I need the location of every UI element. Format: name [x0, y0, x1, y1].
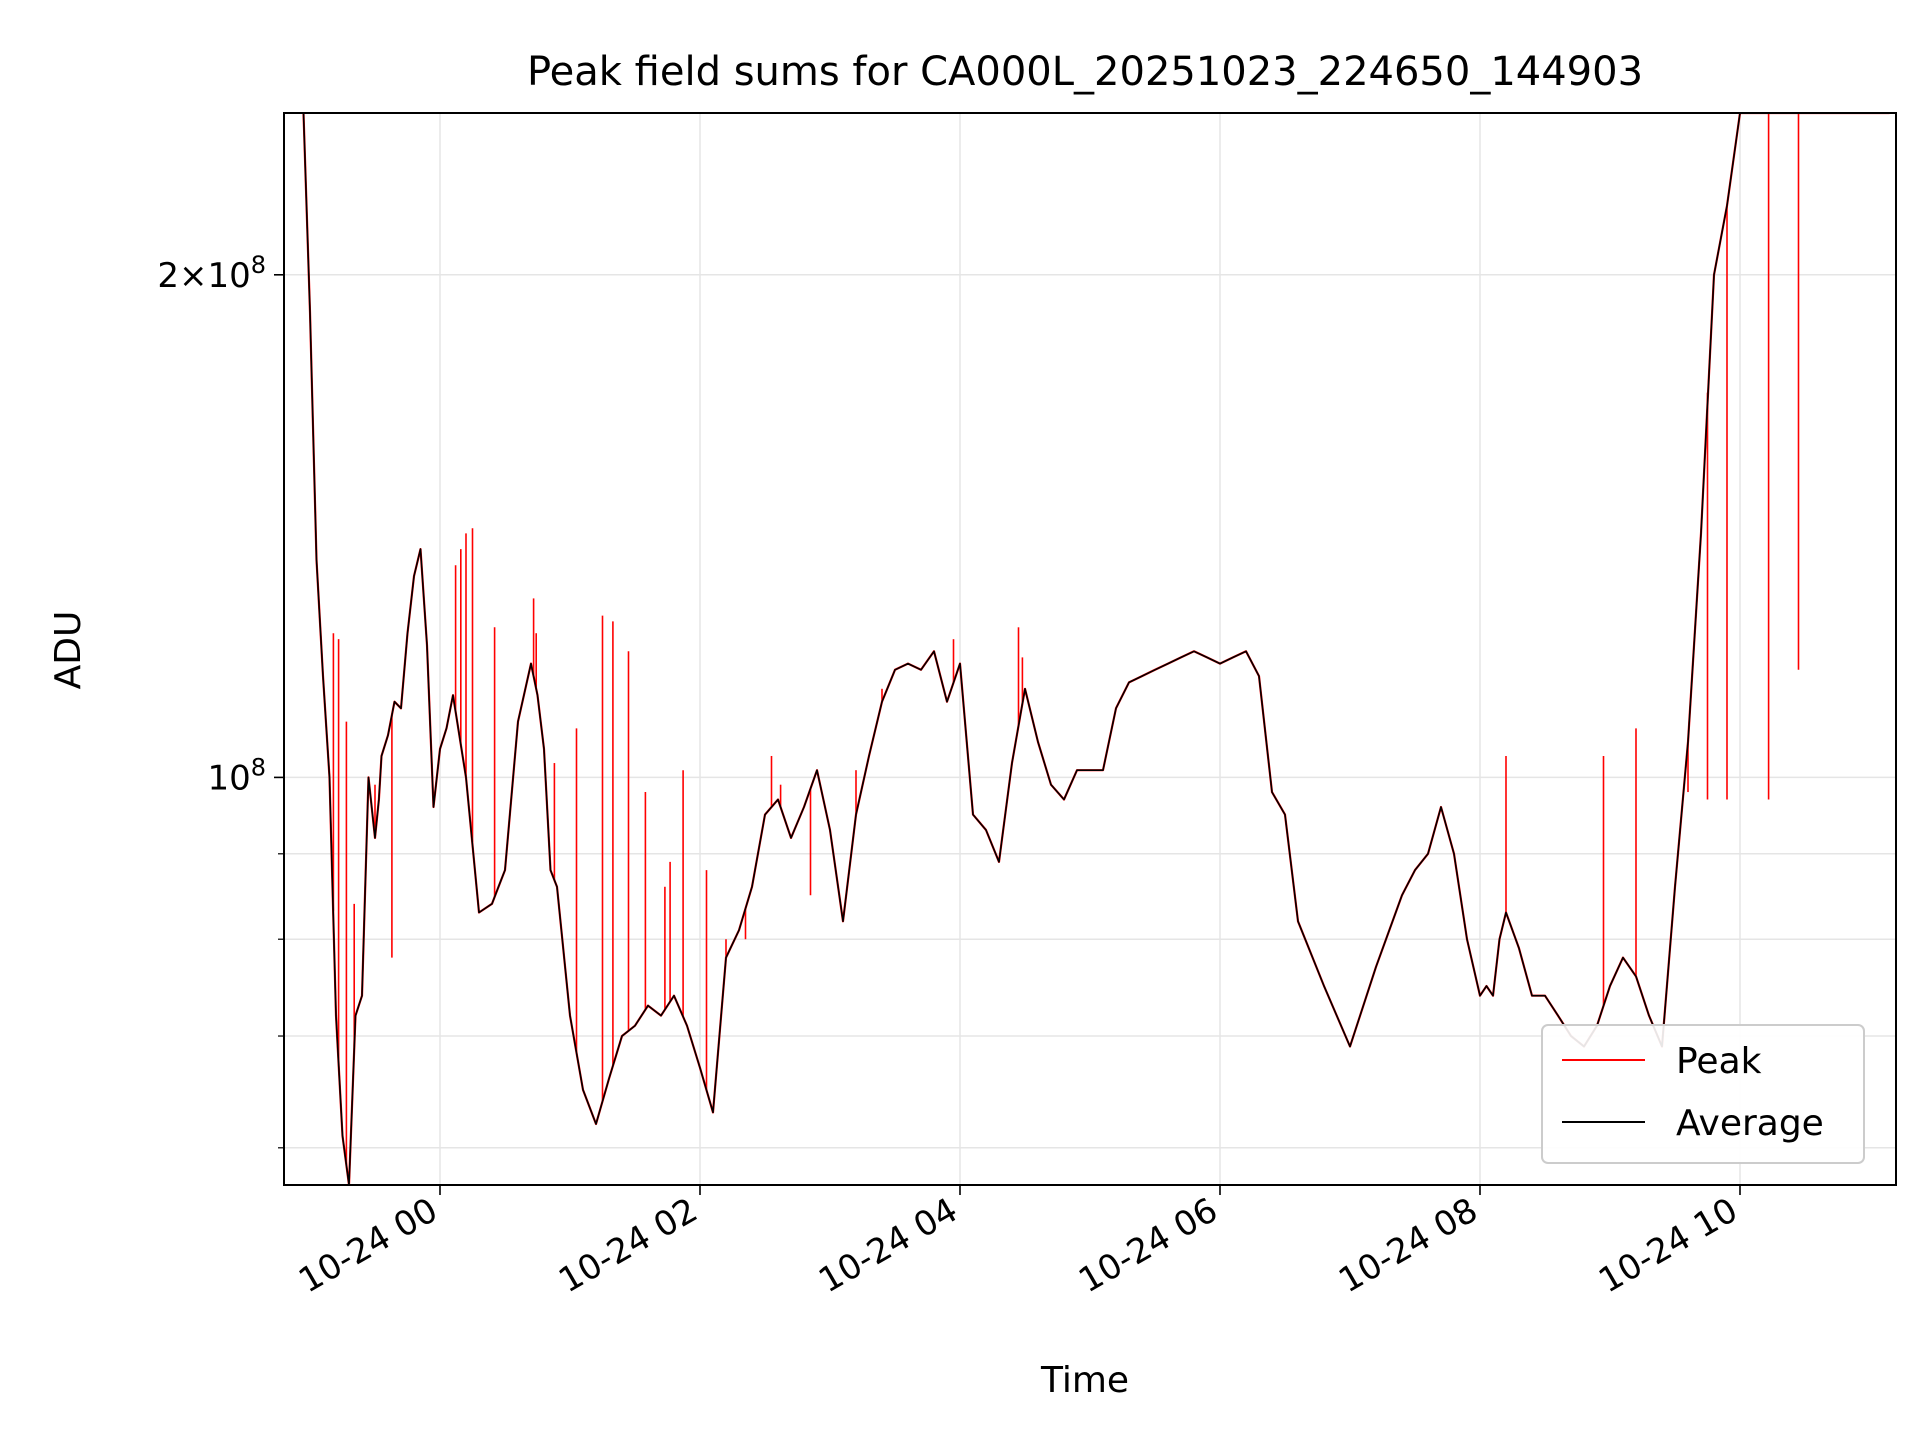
y-axis: 108 2×108 [157, 251, 284, 1149]
plot-area-frame [283, 112, 1897, 1186]
chart-title: Peak field sums for CA000L_20251023_2246… [527, 49, 1643, 95]
legend-average-label: Average [1676, 1103, 1824, 1144]
average-series [302, 113, 1890, 1185]
y-tick-label: 2×108 [157, 251, 266, 296]
x-axis-label: Time [1040, 1360, 1129, 1401]
average-line [302, 113, 1890, 1185]
legend: Peak Average [1541, 1024, 1865, 1164]
legend-peak-label: Peak [1676, 1041, 1762, 1082]
plot-lines [302, 113, 1890, 1185]
y-tick-label: 108 [207, 753, 266, 798]
y-axis-label: ADU [48, 611, 89, 690]
